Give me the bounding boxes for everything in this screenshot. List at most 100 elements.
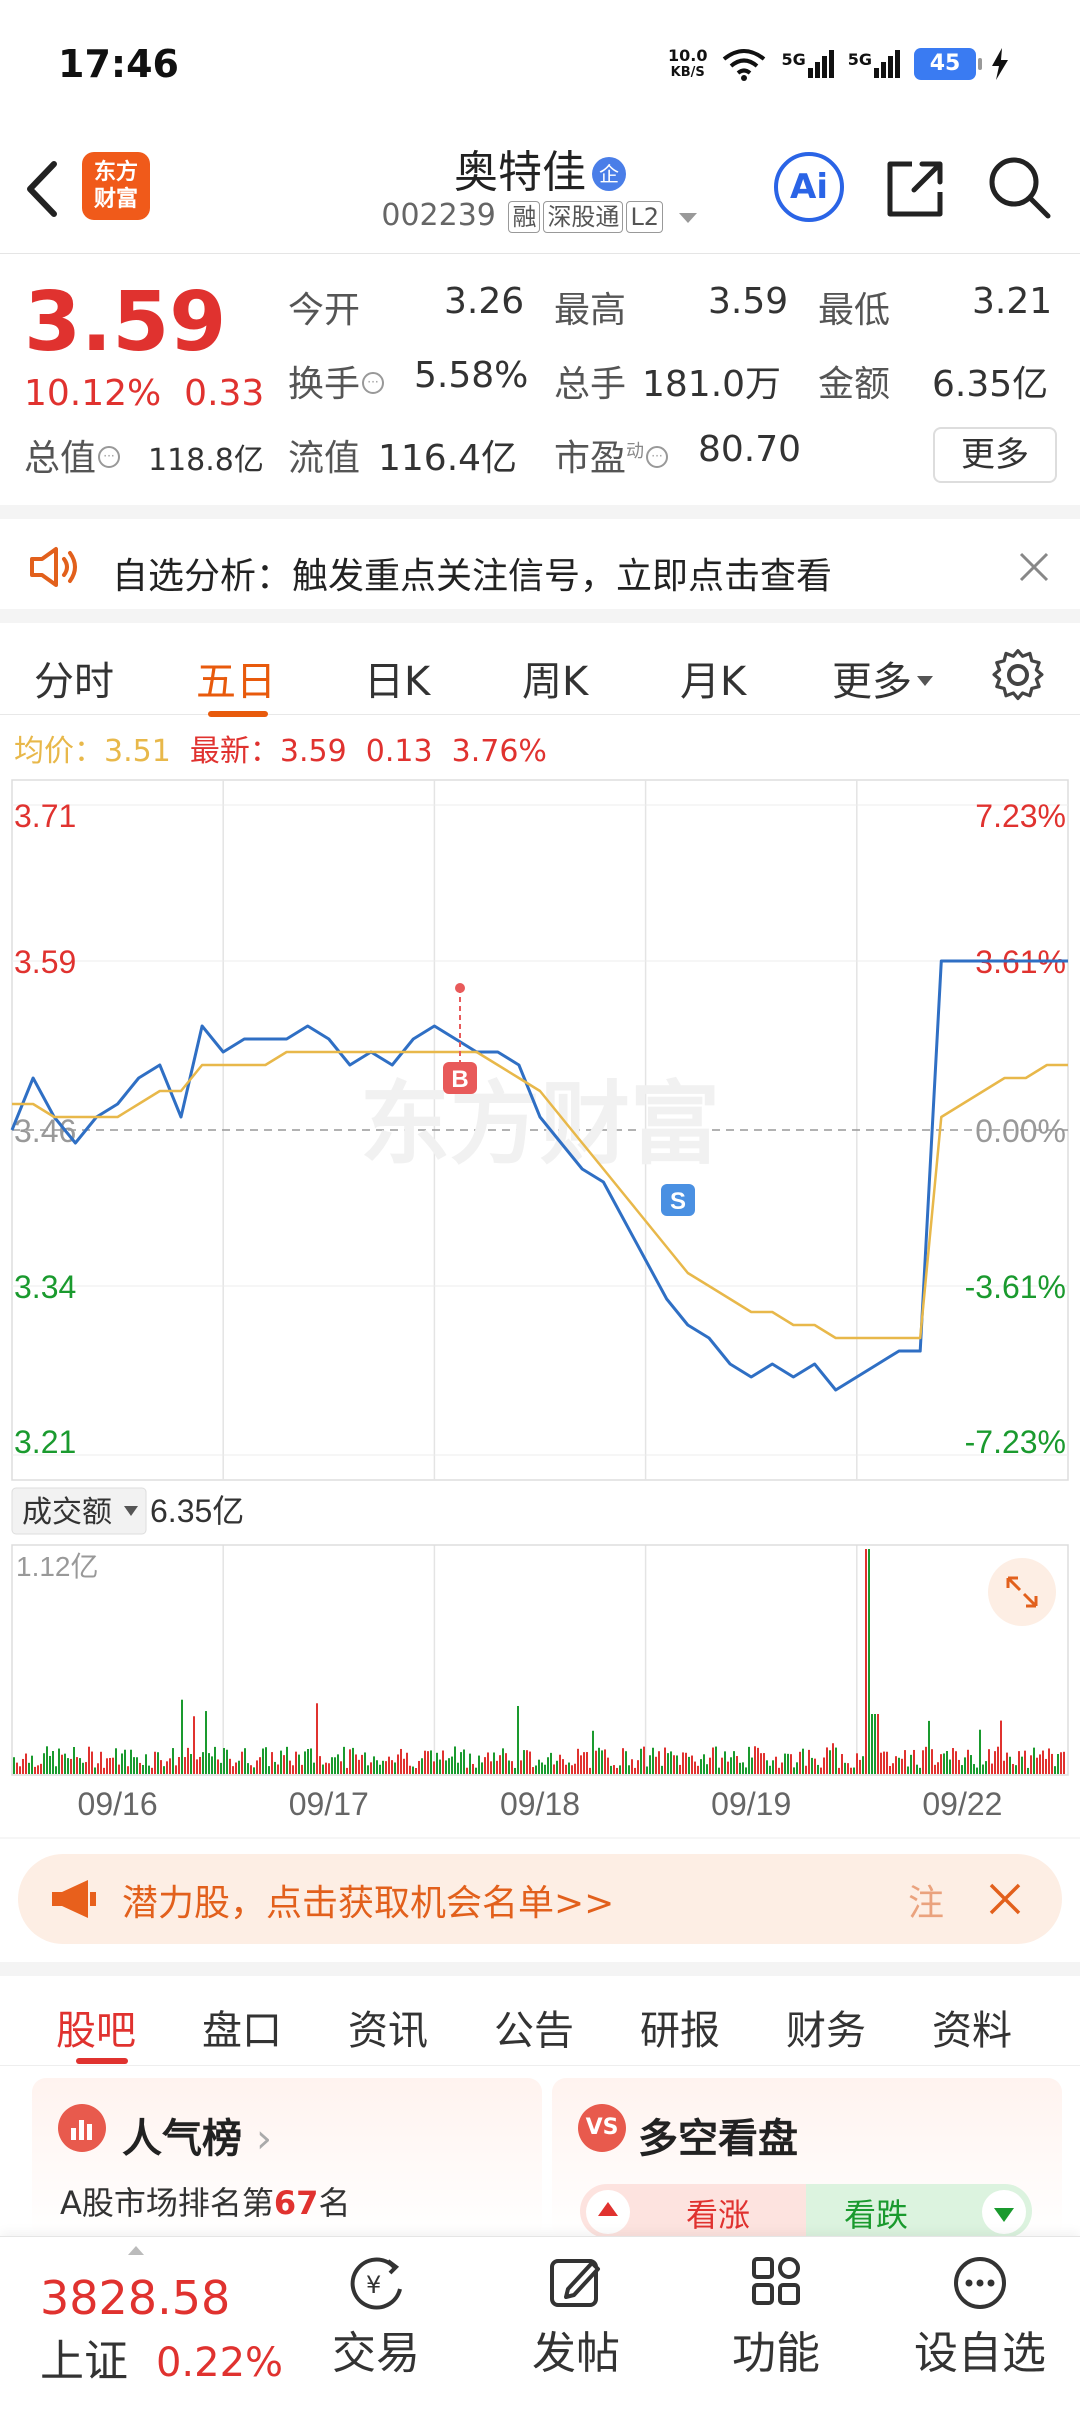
tab-weekly-k[interactable]: 周K: [522, 659, 589, 705]
notice-text: 自选分析：触发重点关注信号，立即点击查看: [112, 556, 833, 597]
y-tick-left: 3.59: [14, 944, 76, 980]
stock-name: 奥特佳: [454, 147, 586, 198]
nav-add-watchlist-label: 设自选: [914, 2328, 1046, 2379]
promo-banner[interactable]: 潜力股，点击获取机会名单>> 注: [18, 1854, 1062, 1944]
status-icons: 10.0 KB/S 5G 5G 45: [668, 44, 1010, 84]
tab-more[interactable]: 更多: [832, 649, 934, 707]
volume-selector: [11, 1487, 147, 1535]
app-logo[interactable]: 东方 财富: [82, 152, 150, 220]
tab-monthly-k[interactable]: 月K: [680, 659, 747, 705]
tab-profile[interactable]: 资料: [932, 2008, 1012, 2054]
x-tick: 09/17: [289, 1786, 369, 1822]
marker-b-label: B: [451, 1066, 468, 1093]
popularity-card[interactable]: 人气榜 › A股市场排名第67名: [32, 2078, 542, 2238]
marker-dot: [455, 983, 465, 993]
trade-icon: ¥: [350, 2257, 402, 2310]
turnover-label[interactable]: 换手 ···: [288, 355, 385, 407]
share-icon[interactable]: [884, 156, 948, 220]
tag-margin: 融: [508, 201, 541, 233]
nav-trade-label: 交易: [332, 2328, 420, 2379]
up-arrow-icon: [586, 2190, 630, 2234]
expand-button: [988, 1558, 1056, 1626]
promo-text: 潜力股，点击获取机会名单>>: [122, 1883, 615, 1924]
bear-label: 看跌: [844, 2196, 909, 2234]
volume-label: 总手: [554, 364, 627, 405]
tab-five-day[interactable]: 五日: [196, 659, 276, 705]
bull-bear-card[interactable]: VS 多空看盘 看涨 看跌: [552, 2078, 1062, 2238]
volume-label: 成交额: [22, 1495, 112, 1530]
stock-code: 002239: [381, 198, 496, 233]
y-tick-left: 3.34: [14, 1269, 76, 1305]
volume-total: 6.35亿: [150, 1493, 244, 1529]
high-label: 最高: [554, 290, 627, 331]
amount-label: 金额: [818, 364, 891, 405]
index-line: 上证 0.22%: [40, 2325, 283, 2389]
stock-title: 奥特佳企: [0, 136, 1080, 200]
mktcap-label[interactable]: 总值 ···: [24, 429, 121, 481]
dropdown-caret-icon[interactable]: [677, 211, 699, 225]
vs-icon: VS: [578, 2104, 626, 2152]
tab-order-book[interactable]: 盘口: [202, 2008, 282, 2054]
close-icon[interactable]: [988, 1882, 1022, 1916]
tag-shenzhen-connect: 深股通: [543, 201, 624, 233]
bull-bear-title: 多空看盘: [638, 2116, 798, 2162]
nav-functions[interactable]: 功能: [696, 2253, 856, 2381]
tab-intraday[interactable]: 分时: [34, 659, 114, 705]
y-tick-right: 7.23%: [975, 798, 1066, 834]
bull-button[interactable]: 看涨: [580, 2184, 806, 2238]
index-percent: 0.22%: [155, 2340, 284, 2386]
avg-price: 3.51: [104, 734, 171, 769]
average-line: [12, 1050, 1068, 1340]
nav-trade[interactable]: ¥ 交易: [296, 2253, 456, 2381]
tab-forum[interactable]: 股吧: [56, 2008, 136, 2054]
wifi-icon: [723, 49, 766, 81]
analysis-notice[interactable]: 自选分析：触发重点关注信号，立即点击查看: [0, 505, 1080, 609]
more-button[interactable]: 更多: [933, 427, 1057, 483]
tab-daily-k[interactable]: 日K: [364, 659, 431, 705]
five-day-chart[interactable]: 3.71 7.23% 3.59 3.61% 3.46 0.00% 3.34 -3.61% 3.2…: [0, 770, 1080, 1840]
chart-canvas[interactable]: 3.71 7.23%3.59 3.61%3.46 0.00%3.34 -3.61%3.2…: [0, 770, 1080, 1840]
tab-news[interactable]: 资讯: [348, 2008, 428, 2054]
latest-percent: 3.76%: [451, 734, 547, 769]
x-tick: 09/22: [922, 1786, 1002, 1822]
index-name: 上证: [40, 2336, 128, 2387]
net-speed-value: 10.0: [667, 46, 708, 65]
high-value: 3.59: [708, 281, 789, 322]
info-dots-icon: ···: [98, 446, 121, 468]
tab-research[interactable]: 研报: [640, 2008, 720, 2054]
search-icon[interactable]: [986, 154, 1052, 220]
y-tick-left: 3.71: [14, 798, 76, 834]
low-value: 3.21: [972, 281, 1053, 322]
quote-panel: 3.59 10.12% 0.33 今开 3.26 最高 3.59 最低 3.21…: [0, 255, 1080, 505]
mktcap-value: 118.8亿: [148, 443, 264, 478]
stock-code-line[interactable]: 002239 融深股通 L2: [0, 198, 1080, 233]
volume-max: 1.12亿: [16, 1551, 99, 1582]
marker-s-label: S: [670, 1188, 686, 1215]
tab-financials[interactable]: 财务: [786, 2008, 866, 2054]
pe-label[interactable]: 市盈动 ···: [554, 429, 669, 481]
latest-price: 3.59: [279, 734, 347, 769]
close-icon[interactable]: [1018, 551, 1050, 583]
nav-post[interactable]: 发帖: [496, 2253, 656, 2381]
stock-header: 东方 财富 奥特佳企 002239 融深股通 L2 Ai: [0, 130, 1080, 254]
bear-button[interactable]: 看跌: [806, 2184, 1032, 2238]
index-widget[interactable]: 3828.58 上证 0.22%: [40, 2246, 283, 2389]
y-tick-left: 3.21: [14, 1424, 76, 1460]
turnover-value: 5.58%: [414, 355, 529, 396]
gear-icon[interactable]: [990, 647, 1046, 703]
bottom-navigation: 3828.58 上证 0.22% ¥ 交易 发帖 功能 设自选: [0, 2236, 1080, 2412]
net-speed: 10.0 KB/S: [668, 47, 707, 81]
dropdown-caret-icon: [124, 1506, 138, 1516]
price-change: 10.12% 0.33: [24, 373, 264, 414]
grid-icon: [752, 2257, 800, 2305]
float-value: 116.4亿: [378, 438, 518, 479]
nav-add-watchlist[interactable]: 设自选: [900, 2253, 1060, 2381]
active-tab-underline: [208, 711, 268, 717]
y-tick-right: -7.23%: [965, 1424, 1066, 1460]
status-bar: 17:46 10.0 KB/S 5G 5G 45: [0, 0, 1080, 130]
ai-button[interactable]: Ai: [774, 152, 844, 222]
tab-announcements[interactable]: 公告: [494, 2008, 574, 2054]
volume-value: 181.0万: [642, 364, 782, 405]
megaphone-icon: [52, 1880, 96, 1918]
back-arrow-icon[interactable]: [22, 160, 62, 218]
